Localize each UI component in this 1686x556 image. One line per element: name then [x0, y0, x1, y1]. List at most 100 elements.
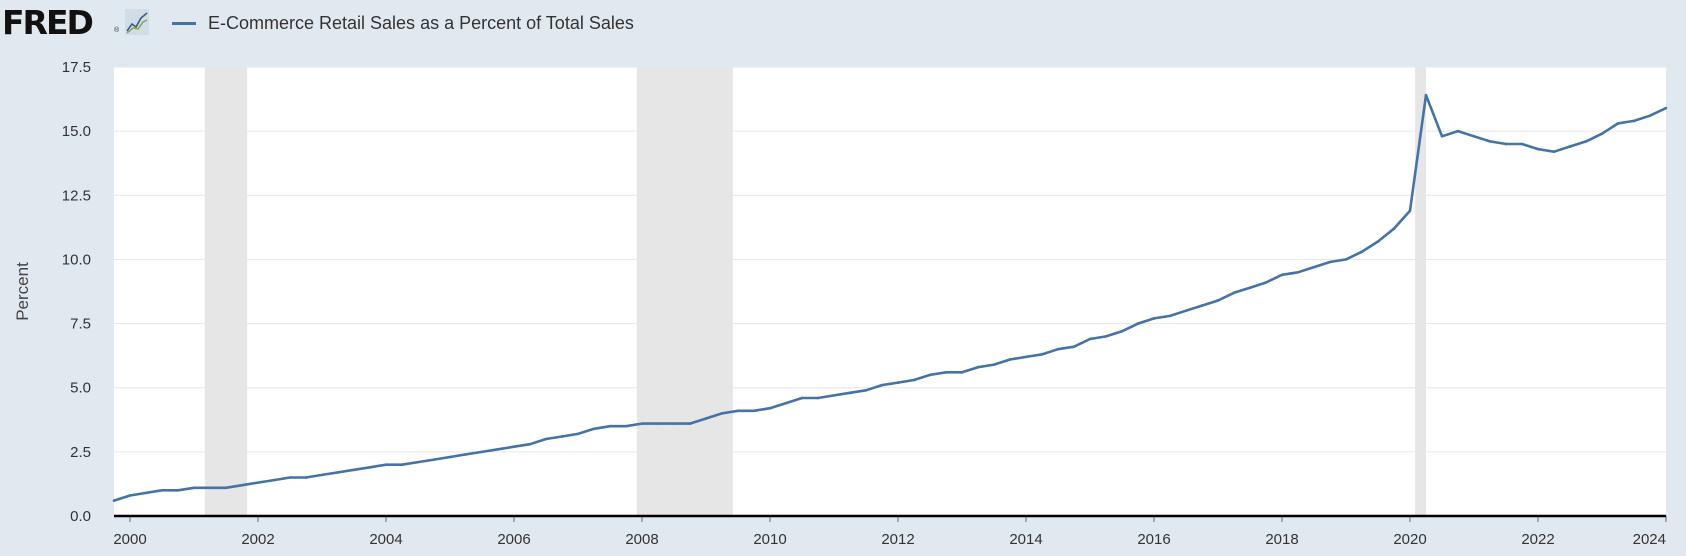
- x-tick-label: 2024: [1633, 531, 1666, 548]
- data-point: [288, 476, 292, 479]
- data-point: [1088, 337, 1092, 341]
- data-point: [1600, 132, 1604, 136]
- legend-label: E-Commerce Retail Sales as a Percent of …: [208, 12, 634, 33]
- y-tick-label: 10.0: [62, 251, 91, 268]
- data-point: [1216, 299, 1220, 302]
- data-point: [704, 417, 708, 420]
- fred-logo[interactable]: FRED: [2, 3, 94, 42]
- x-tick-label: 2020: [1393, 531, 1426, 548]
- data-point: [912, 378, 916, 382]
- data-point: [1040, 353, 1044, 356]
- data-point: [160, 489, 164, 492]
- data-point: [192, 486, 196, 490]
- data-point: [1008, 358, 1012, 361]
- y-tick-label: 17.5: [62, 59, 91, 76]
- data-point: [144, 491, 148, 495]
- data-point: [1200, 304, 1204, 307]
- data-point: [656, 422, 660, 425]
- data-point: [816, 396, 820, 400]
- x-tick-label: 2002: [241, 531, 274, 548]
- y-tick-label: 7.5: [70, 316, 91, 333]
- data-point: [880, 383, 884, 387]
- data-point: [1632, 119, 1636, 123]
- x-tick-label: 2000: [113, 531, 146, 548]
- data-point: [976, 365, 980, 369]
- data-point: [224, 486, 228, 490]
- data-point: [368, 465, 372, 469]
- data-point: [864, 388, 868, 392]
- fred-logo-registered-mark: ®: [114, 27, 120, 34]
- data-point: [464, 453, 468, 456]
- data-point: [832, 394, 836, 397]
- data-point: [640, 422, 644, 425]
- data-point: [800, 396, 804, 400]
- data-point: [752, 409, 756, 413]
- data-point: [1664, 106, 1668, 110]
- data-point: [1344, 258, 1348, 261]
- x-tick-label: 2010: [753, 531, 786, 548]
- data-point: [736, 409, 740, 413]
- data-point: [1536, 147, 1540, 151]
- recession-band: [636, 67, 733, 516]
- y-tick-label: 15.0: [62, 123, 91, 140]
- series-layer: [112, 93, 1668, 502]
- x-tick-label: 2014: [1009, 531, 1042, 548]
- data-point: [784, 401, 788, 405]
- data-point: [1120, 329, 1124, 333]
- data-point: [1136, 322, 1140, 325]
- data-point: [624, 424, 628, 428]
- data-point: [592, 427, 596, 431]
- y-tick-label: 5.0: [70, 380, 91, 397]
- data-point: [672, 422, 676, 425]
- x-tick-label: 2022: [1521, 531, 1554, 548]
- y-tick-label: 12.5: [62, 187, 91, 204]
- data-point: [1440, 134, 1444, 138]
- data-point: [1584, 140, 1588, 143]
- data-point: [1184, 309, 1188, 313]
- y-axis-label: Percent: [13, 262, 32, 321]
- data-point: [336, 471, 340, 474]
- data-point: [896, 381, 900, 384]
- data-point: [320, 473, 324, 477]
- gridlines: [114, 66, 1666, 453]
- x-tick-label: 2018: [1265, 531, 1298, 548]
- data-point: [1056, 347, 1060, 351]
- data-point: [1072, 345, 1076, 348]
- series-line: [113, 93, 1667, 502]
- data-point: [1152, 317, 1156, 320]
- data-point: [1248, 286, 1252, 289]
- data-point: [1424, 93, 1428, 97]
- x-tick-label: 2012: [881, 531, 914, 548]
- data-point: [1568, 145, 1572, 148]
- data-point: [384, 463, 388, 466]
- data-point: [400, 463, 404, 466]
- data-point: [944, 371, 948, 374]
- x-tick-label: 2016: [1137, 531, 1170, 548]
- legend-swatch: [172, 21, 196, 25]
- data-point: [1296, 270, 1300, 274]
- data-point: [1168, 314, 1172, 318]
- plot-area: [114, 67, 1666, 516]
- data-point: [1392, 227, 1396, 230]
- recession-bands: [204, 67, 1426, 516]
- chart-legend: E-Commerce Retail Sales as a Percent of …: [172, 10, 634, 36]
- data-point: [496, 447, 500, 451]
- data-point: [416, 460, 420, 464]
- data-point: [1232, 291, 1236, 295]
- data-point: [480, 450, 484, 454]
- y-tick-label: 0.0: [70, 508, 91, 525]
- data-point: [1456, 129, 1460, 133]
- data-point: [112, 499, 116, 502]
- data-point: [688, 422, 692, 425]
- data-point: [1472, 134, 1476, 138]
- data-point: [544, 437, 548, 441]
- data-point: [272, 478, 276, 482]
- data-point: [960, 371, 964, 374]
- data-point: [928, 373, 932, 377]
- x-tick-label: 2006: [497, 531, 530, 548]
- data-point: [1312, 265, 1316, 269]
- data-point: [768, 406, 772, 410]
- data-point: [1360, 250, 1364, 254]
- y-axis-ticks: 0.0 2.5 5.0 7.5 10.0 12.5 15.0 17.5: [62, 59, 91, 525]
- data-point: [1376, 240, 1380, 243]
